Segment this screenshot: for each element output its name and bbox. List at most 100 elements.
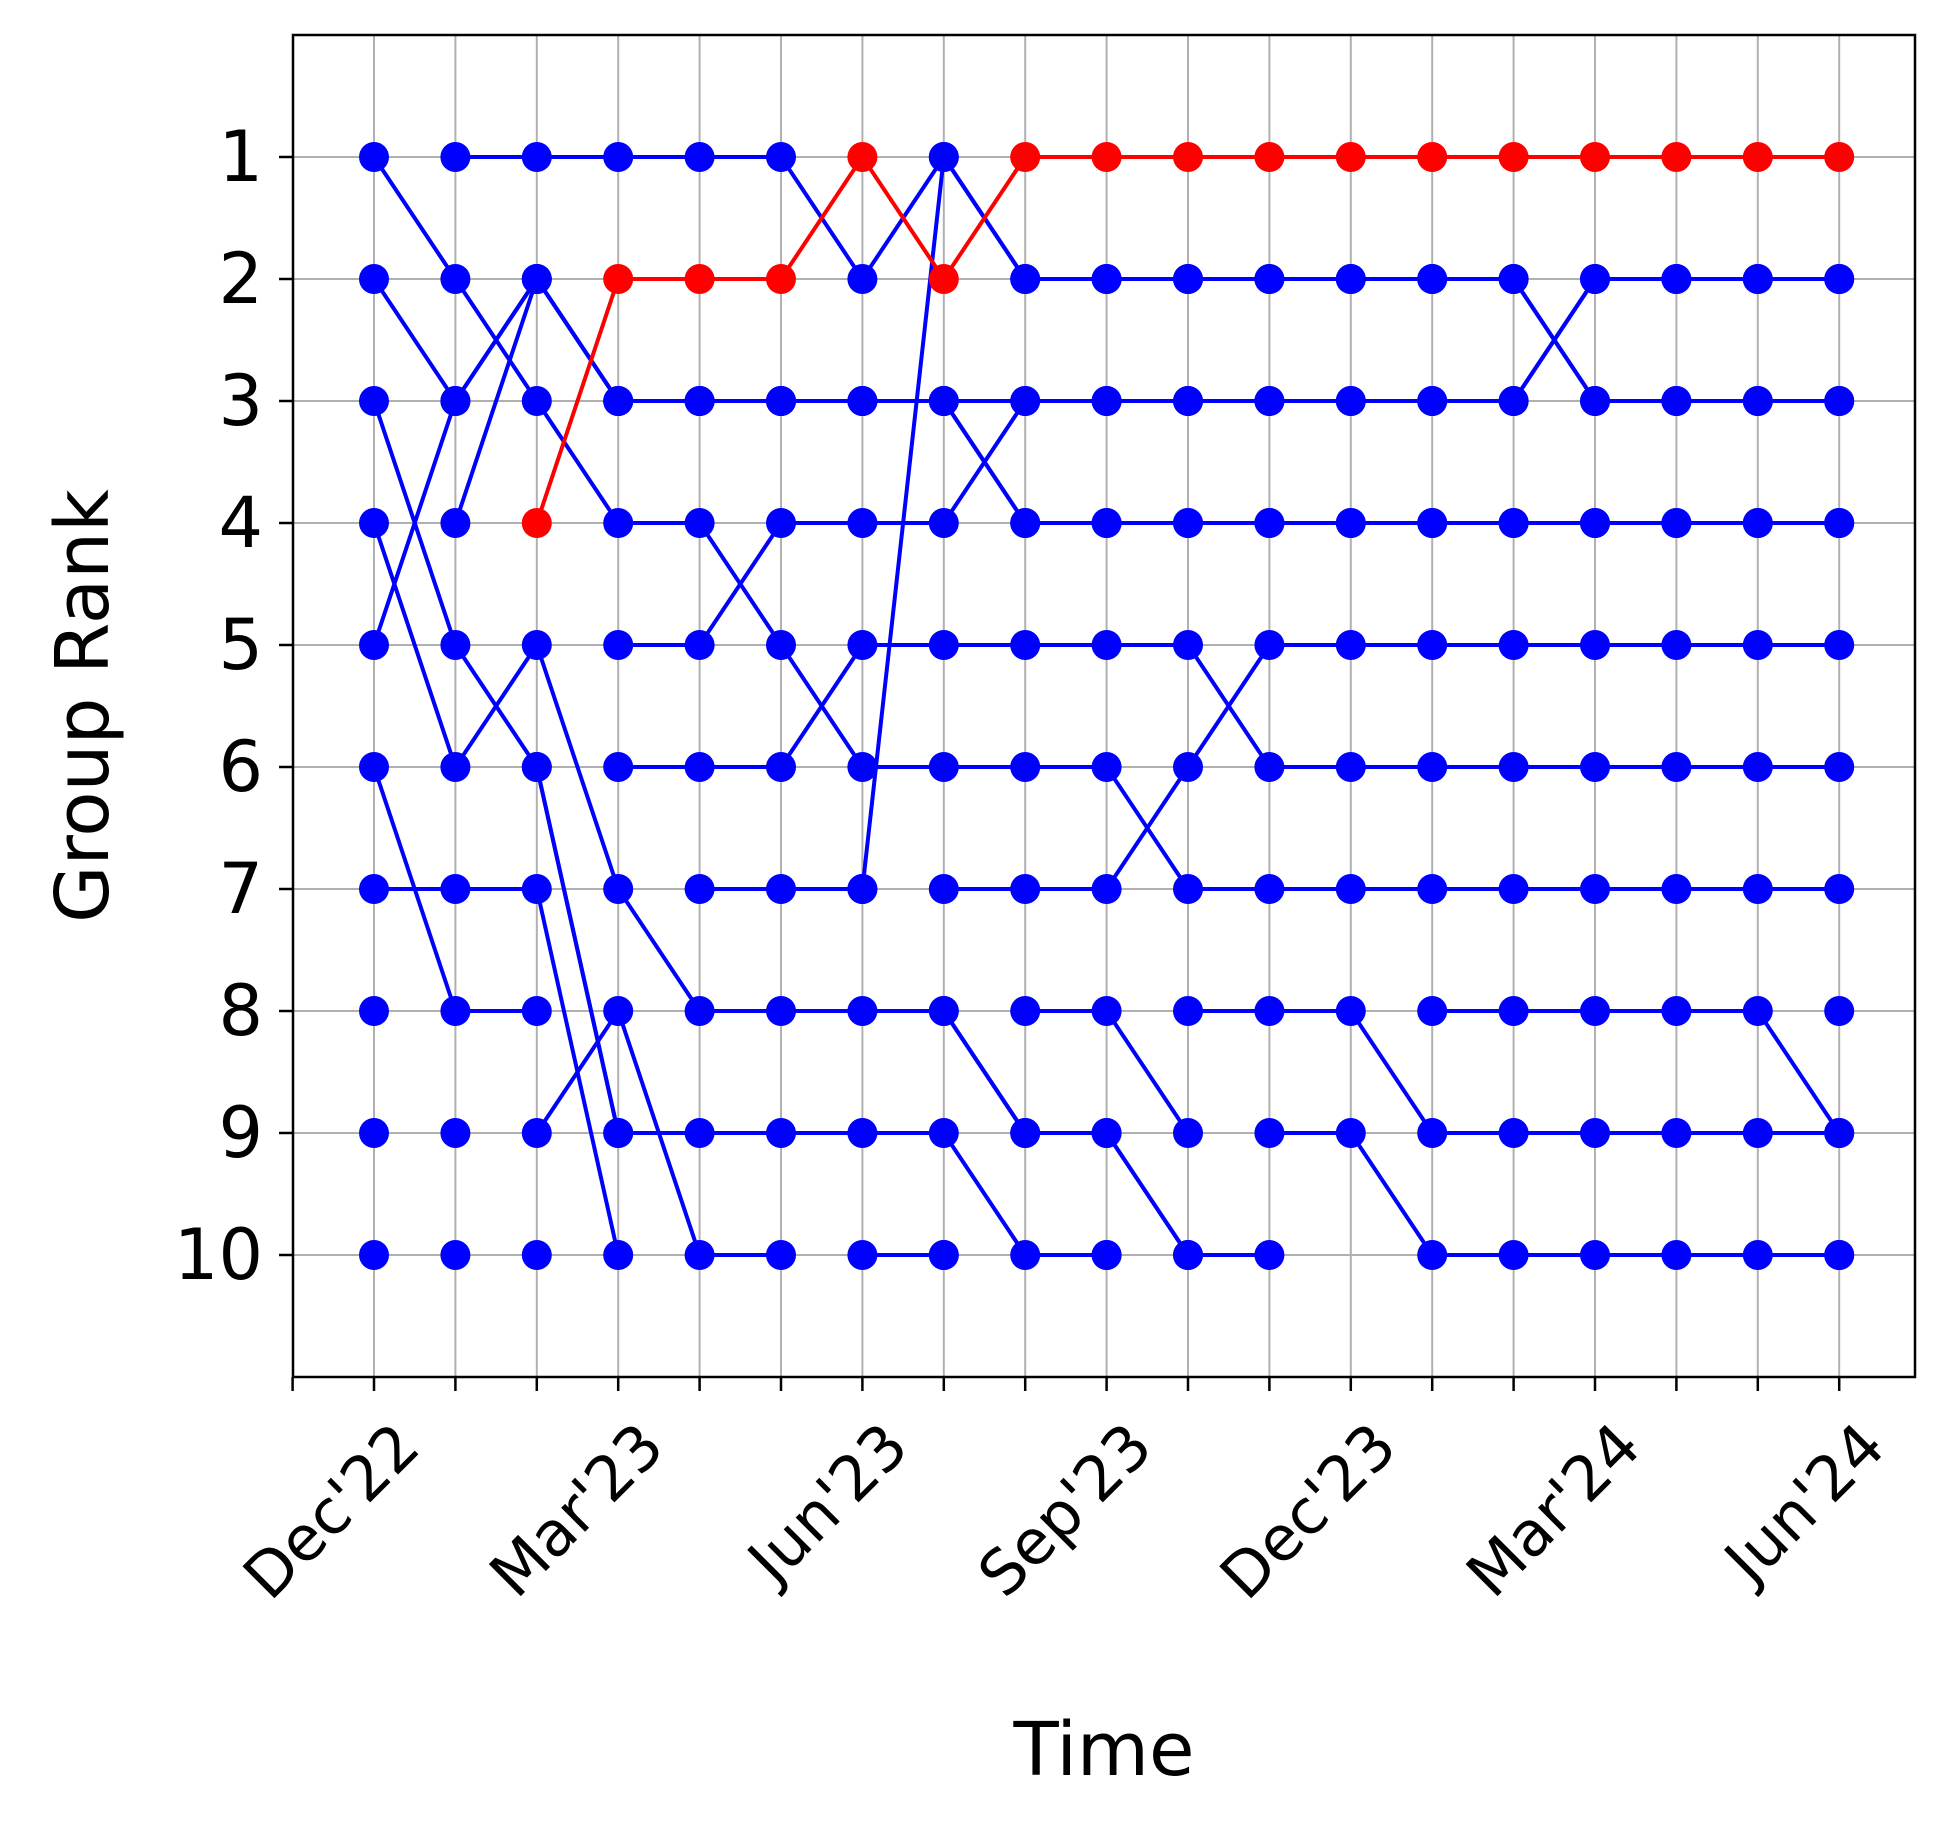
series-12: [603, 264, 1855, 660]
series-point: [1498, 630, 1529, 660]
series-point: [1661, 508, 1692, 538]
y-tick-label: 9: [218, 1092, 263, 1174]
series-point: [1742, 264, 1773, 294]
series-point: [1091, 630, 1122, 660]
series-8: [359, 752, 552, 1026]
series-point: [603, 752, 634, 782]
series-point: [1173, 386, 1203, 416]
series-point: [847, 752, 878, 782]
series-line: [1432, 1009, 1841, 1135]
series-point: [1417, 996, 1448, 1026]
series-line: [618, 277, 1840, 647]
series-point: [847, 142, 878, 172]
series-point: [1254, 1118, 1285, 1148]
series-point: [1173, 1240, 1203, 1270]
series-point: [440, 386, 471, 416]
y-tick-label: 10: [174, 1214, 263, 1296]
series-point: [1417, 874, 1448, 904]
series-point: [928, 752, 959, 782]
series-9: [359, 874, 634, 1270]
series-point: [1824, 996, 1855, 1026]
y-tick-label: 8: [218, 970, 263, 1052]
series-point: [1010, 264, 1041, 294]
series-point: [1824, 508, 1855, 538]
series-point: [1335, 874, 1366, 904]
series-point: [1580, 508, 1610, 538]
x-axis-title: Time: [1012, 1707, 1194, 1793]
series-point: [440, 1240, 471, 1270]
series-point: [1824, 874, 1855, 904]
series-point: [1498, 996, 1529, 1026]
series-point: [359, 1240, 389, 1270]
series-point: [521, 264, 552, 294]
series-point: [1010, 630, 1041, 660]
series-point: [1173, 752, 1203, 782]
series-point: [928, 142, 959, 172]
series-point: [1498, 508, 1529, 538]
series-point: [1254, 996, 1285, 1026]
series-point: [847, 264, 878, 294]
series-point: [766, 874, 796, 904]
series-point: [1091, 996, 1122, 1026]
series-point: [1417, 142, 1448, 172]
series-point: [684, 874, 715, 904]
y-axis-title: Group Rank: [40, 489, 126, 923]
series-line: [1269, 1131, 1840, 1257]
series-point: [847, 996, 878, 1026]
series-point: [359, 996, 389, 1026]
series-point: [766, 142, 796, 172]
series-point: [521, 386, 552, 416]
series-point: [603, 996, 634, 1026]
series-point: [1335, 630, 1366, 660]
series-point: [766, 1240, 796, 1270]
series-point: [1661, 264, 1692, 294]
series-point: [603, 1118, 634, 1148]
series-point: [766, 386, 796, 416]
series-point: [1173, 264, 1203, 294]
grid: [293, 35, 1915, 1377]
series-point: [1824, 630, 1855, 660]
series-point: [603, 142, 634, 172]
series-point: [1580, 752, 1610, 782]
series-point: [684, 752, 715, 782]
series-point: [928, 1118, 959, 1148]
series-point: [1824, 264, 1855, 294]
series-point: [1742, 752, 1773, 782]
series-point: [1254, 508, 1285, 538]
series-point: [684, 1118, 715, 1148]
series-point: [1661, 752, 1692, 782]
series-point: [1254, 1240, 1285, 1270]
series-point: [684, 508, 715, 538]
series-point: [1010, 1240, 1041, 1270]
series-point: [766, 996, 796, 1026]
series-point: [928, 386, 959, 416]
series-point: [1661, 630, 1692, 660]
series-point: [1580, 996, 1610, 1026]
series-point: [1580, 142, 1610, 172]
series-point: [359, 142, 389, 172]
series-point: [440, 264, 471, 294]
series-point: [1173, 142, 1203, 172]
series-point: [1254, 386, 1285, 416]
series-point: [440, 996, 471, 1026]
series-point: [1010, 142, 1041, 172]
series-11: [521, 752, 634, 1148]
x-tick-label: Jun'24: [1708, 1409, 1899, 1600]
series-point: [359, 630, 389, 660]
series-point: [1173, 630, 1203, 660]
series-point: [521, 996, 552, 1026]
series-point: [1742, 1240, 1773, 1270]
series-point: [603, 630, 634, 660]
series-point: [1254, 630, 1285, 660]
series-point: [1335, 996, 1366, 1026]
series-point: [928, 1240, 959, 1270]
series-point: [1091, 264, 1122, 294]
series-15: [928, 630, 1855, 904]
series-point: [684, 142, 715, 172]
series-10: [521, 996, 796, 1270]
series-point: [440, 1118, 471, 1148]
y-axis: 1 2 3 4 5 6 7 8 9 10: [174, 116, 293, 1296]
series-point: [359, 264, 389, 294]
series-point: [1742, 508, 1773, 538]
series-point: [1010, 508, 1041, 538]
